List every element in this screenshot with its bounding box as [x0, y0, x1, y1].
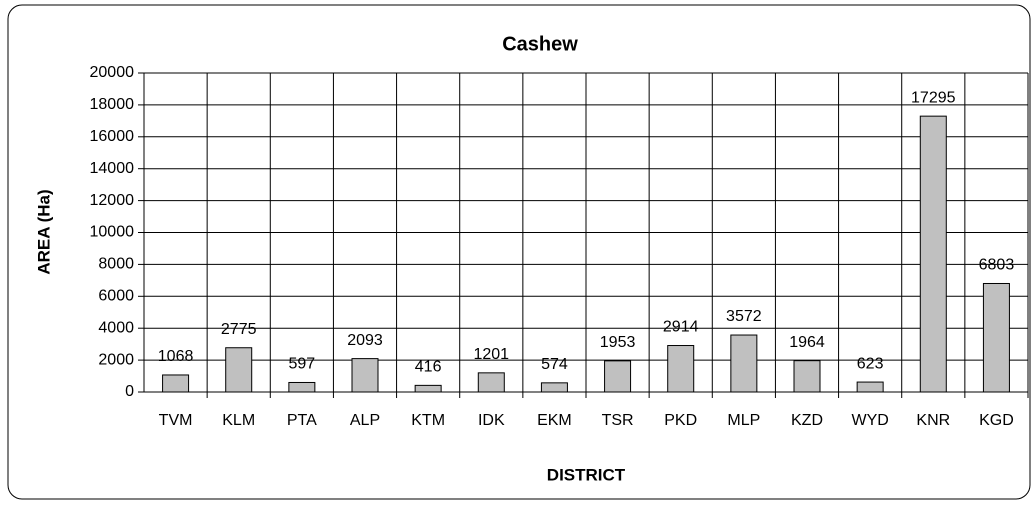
x-tick-label: TSR [602, 412, 634, 429]
data-label: 2775 [221, 321, 257, 338]
data-label: 597 [289, 356, 316, 373]
bar [414, 384, 442, 393]
x-tick-label: ALP [350, 412, 380, 429]
bar [793, 360, 821, 393]
chart-border [7, 4, 1031, 500]
bar [477, 372, 505, 393]
data-label: 2093 [347, 332, 383, 349]
bar [730, 334, 758, 393]
x-tick-label: KTM [411, 412, 445, 429]
data-label: 17295 [911, 89, 956, 106]
x-tick-label: KGD [979, 412, 1014, 429]
data-label: 1953 [600, 334, 636, 351]
bar [540, 382, 568, 393]
y-tick-label: 18000 [90, 96, 135, 113]
x-tick-label: MLP [727, 412, 760, 429]
bar [604, 360, 632, 393]
y-axis-label: AREA (Ha) [34, 189, 53, 274]
y-tick-label: 10000 [90, 224, 135, 241]
x-tick-label: IDK [478, 412, 505, 429]
x-tick-label: TVM [159, 412, 193, 429]
data-label: 574 [541, 356, 568, 373]
x-axis-label: DISTRICT [547, 465, 626, 484]
data-label: 1068 [158, 348, 194, 365]
x-tick-label: KLM [222, 412, 255, 429]
bar [351, 358, 379, 393]
x-tick-label: PTA [287, 412, 317, 429]
y-tick-label: 4000 [98, 319, 134, 336]
y-tick-label: 2000 [98, 351, 134, 368]
bar [288, 381, 316, 393]
data-label: 6803 [979, 257, 1015, 274]
data-label: 623 [857, 355, 884, 372]
data-label: 1964 [789, 334, 825, 351]
chart-title: Cashew [502, 33, 578, 55]
y-tick-label: 12000 [90, 192, 135, 209]
bar [225, 347, 253, 393]
x-tick-label: EKM [537, 412, 572, 429]
data-label: 1201 [473, 346, 509, 363]
x-tick-label: KZD [791, 412, 823, 429]
x-tick-label: WYD [851, 412, 888, 429]
y-tick-label: 6000 [98, 288, 134, 305]
bar [162, 374, 190, 393]
x-tick-label: KNR [916, 412, 950, 429]
bar [919, 115, 947, 393]
data-label: 2914 [663, 319, 699, 336]
y-tick-label: 20000 [90, 64, 135, 81]
y-tick-label: 16000 [90, 128, 135, 145]
bar [667, 345, 695, 393]
y-tick-label: 8000 [98, 256, 134, 273]
data-label: 416 [415, 359, 442, 376]
data-label: 3572 [726, 308, 762, 325]
bar [982, 282, 1010, 393]
bar [856, 381, 884, 393]
y-tick-label: 14000 [90, 160, 135, 177]
x-tick-label: PKD [664, 412, 697, 429]
y-tick-label: 0 [125, 383, 134, 400]
